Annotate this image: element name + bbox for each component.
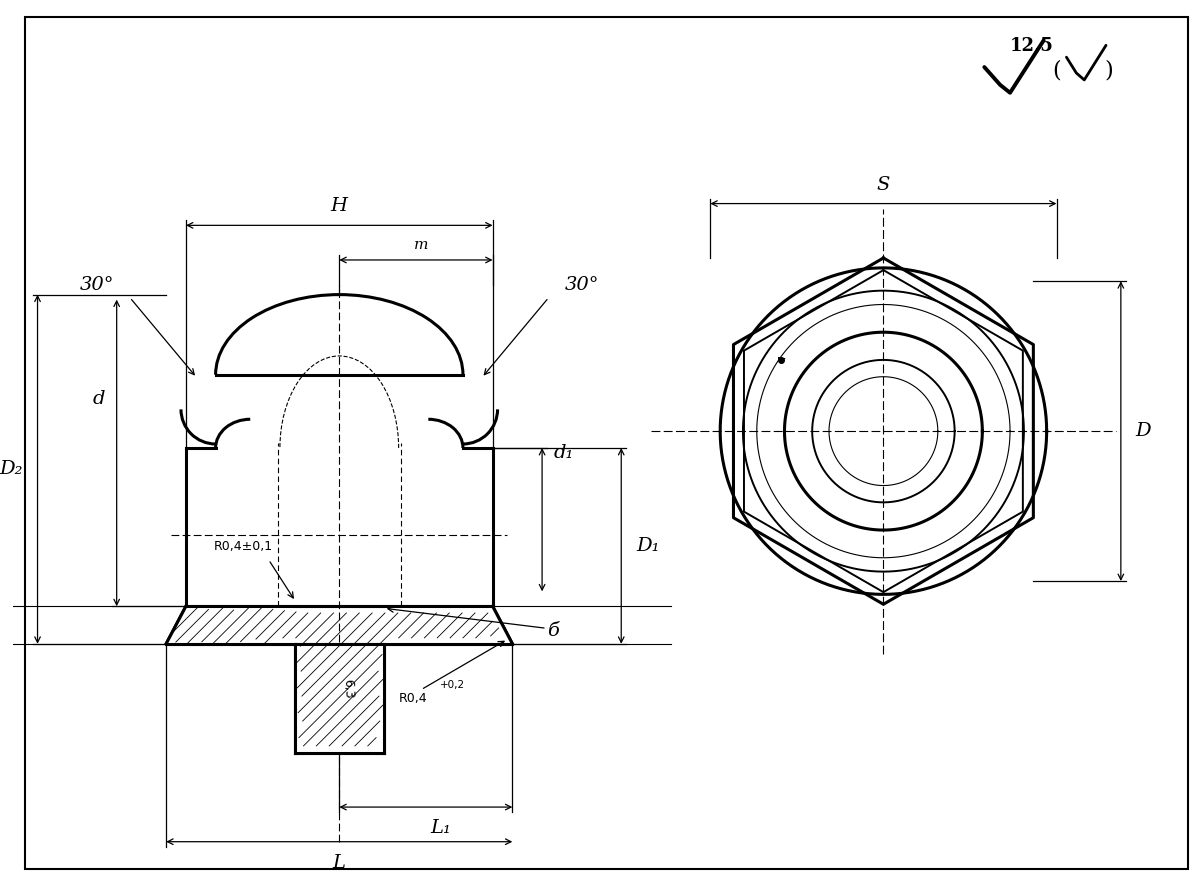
Text: R0,4: R0,4 (398, 692, 427, 704)
Text: 6,3: 6,3 (341, 679, 355, 698)
Text: H: H (331, 198, 348, 215)
Text: 12,5: 12,5 (1010, 37, 1054, 55)
Text: +0,2: +0,2 (440, 680, 466, 690)
Text: S: S (877, 175, 890, 194)
Text: d₁: d₁ (554, 444, 575, 462)
Text: D₂: D₂ (0, 460, 23, 478)
Text: D: D (1135, 422, 1151, 440)
Text: m: m (414, 238, 428, 252)
Text: L₁: L₁ (431, 819, 451, 837)
Text: R0,4±0,1: R0,4±0,1 (214, 540, 272, 553)
Text: D₁: D₁ (636, 537, 660, 555)
Text: б: б (547, 622, 559, 640)
Text: (: ( (1052, 59, 1061, 81)
Text: 30°: 30° (564, 276, 599, 293)
Text: ): ) (1105, 59, 1114, 81)
Text: d: d (92, 390, 104, 408)
Polygon shape (166, 606, 512, 753)
Text: 30°: 30° (79, 276, 114, 293)
Text: L: L (332, 853, 346, 872)
